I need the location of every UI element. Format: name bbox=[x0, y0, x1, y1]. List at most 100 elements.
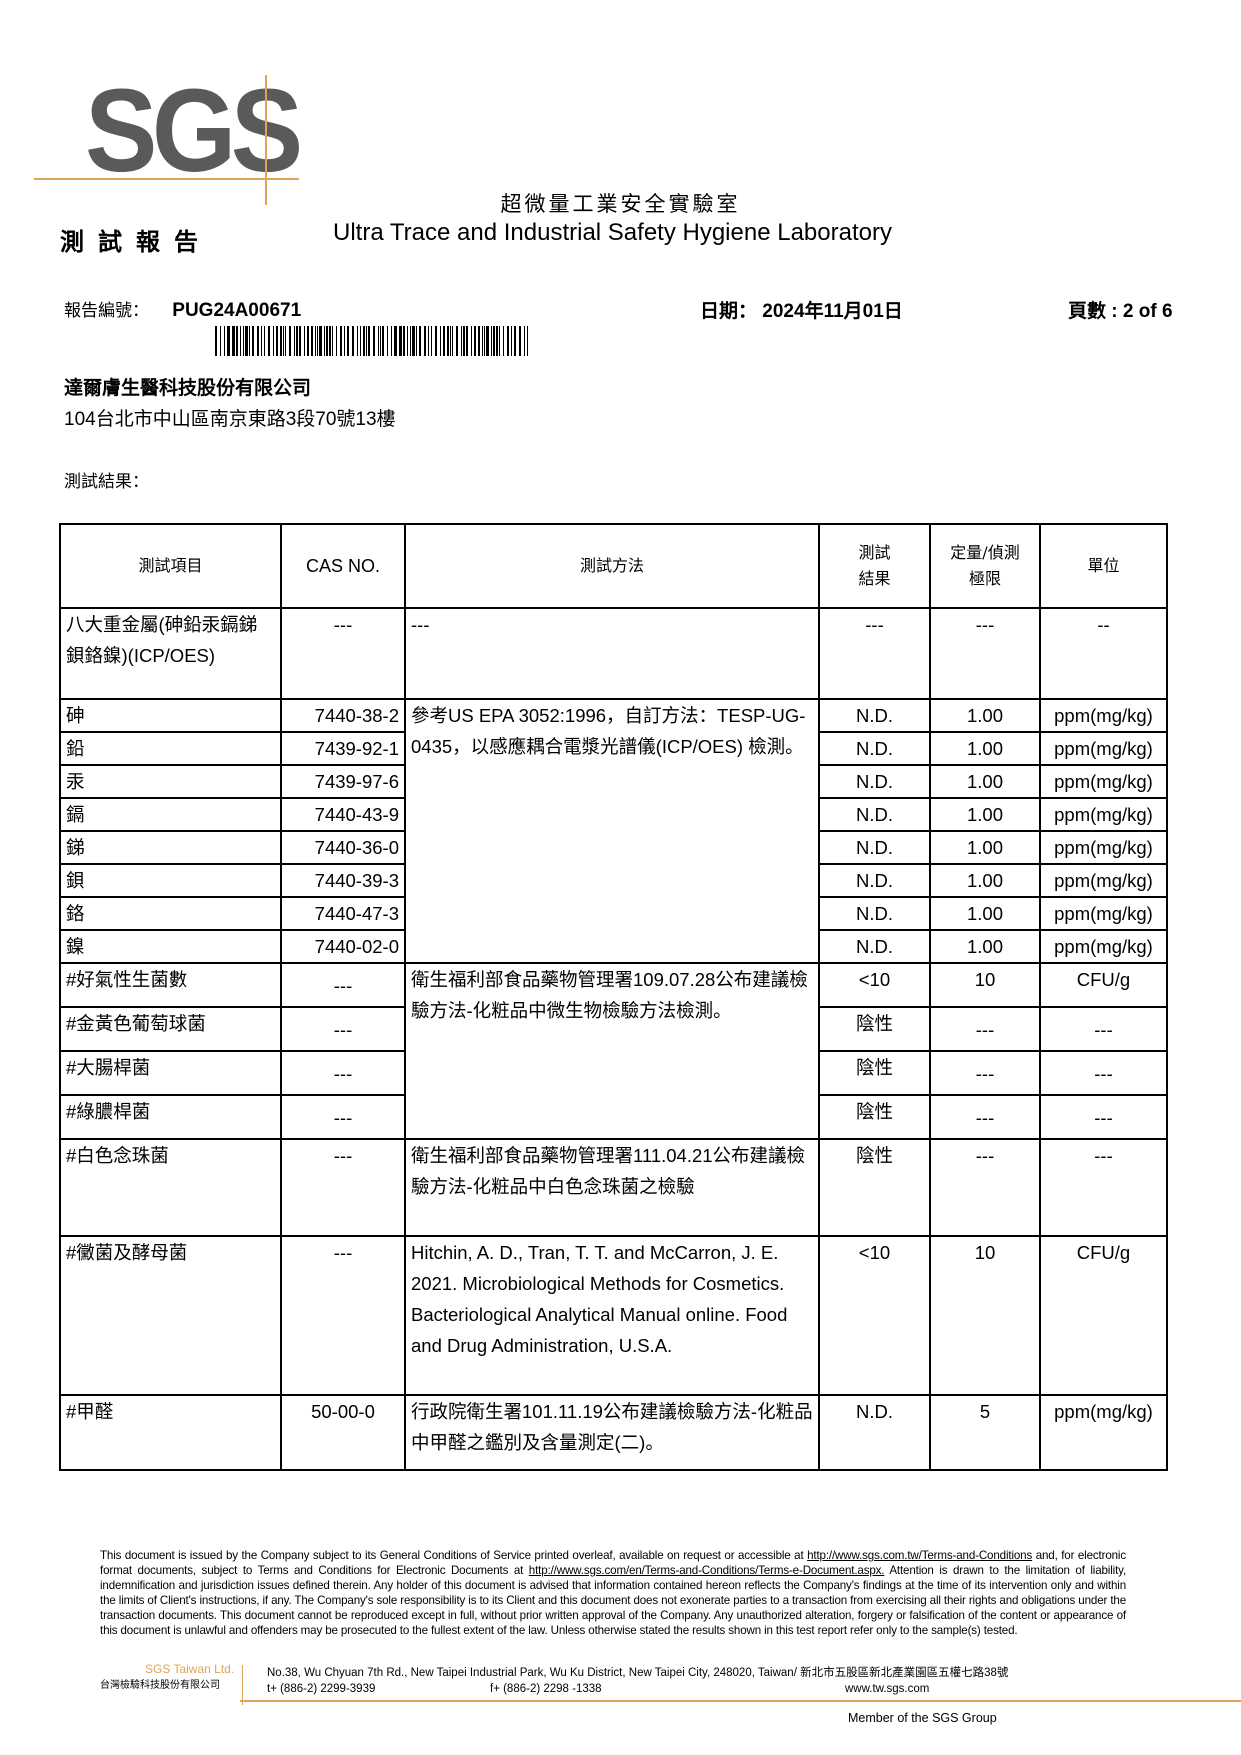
lab-name-cn: 超微量工業安全實驗室 bbox=[500, 192, 741, 216]
cell-item: 鋇 bbox=[59, 863, 282, 898]
cell-cas: 7440-02-0 bbox=[280, 929, 406, 964]
cell-limit: --- bbox=[929, 1094, 1041, 1140]
table-row: #白色念珠菌 --- 衛生福利部食品藥物管理署111.04.21公布建議檢驗方法… bbox=[59, 1138, 1168, 1237]
table-header-row: 測試項目 CAS NO. 測試方法 測試 結果 定量/偵測 極限 單位 bbox=[59, 523, 1168, 609]
cell-unit: ppm(mg/kg) bbox=[1039, 764, 1168, 799]
cell-cas: --- bbox=[280, 1050, 406, 1096]
footer-company-cn: 台灣檢驗科技股份有限公司 bbox=[100, 1680, 220, 1691]
date-value: 2024年11月01日 bbox=[762, 301, 903, 322]
cell-unit: ppm(mg/kg) bbox=[1039, 731, 1168, 766]
table-row: #綠膿桿菌 --- 陰性 --- --- bbox=[59, 1094, 1168, 1140]
cell-limit: 1.00 bbox=[929, 929, 1041, 964]
cell-unit: ppm(mg/kg) bbox=[1039, 896, 1168, 931]
cell-cas: 7440-47-3 bbox=[280, 896, 406, 931]
cell-item: #白色念珠菌 bbox=[59, 1138, 282, 1237]
page-label: 頁數 : bbox=[1068, 301, 1118, 322]
cell-limit: --- bbox=[929, 1050, 1041, 1096]
footer-tel: t+ (886-2) 2299-3939 bbox=[267, 1683, 376, 1695]
cell-result: N.D. bbox=[818, 698, 931, 733]
table-row: 鎘 7440-43-9 N.D. 1.00 ppm(mg/kg) bbox=[59, 797, 1168, 832]
cell-limit: --- bbox=[929, 607, 1041, 700]
table-row: 砷 7440-38-2 參考US EPA 3052:1996，自訂方法：TESP-U… bbox=[59, 698, 1168, 964]
cell-item: 鎳 bbox=[59, 929, 282, 964]
cell-cas: 7439-97-6 bbox=[280, 764, 406, 799]
cell-cas: --- bbox=[280, 607, 406, 700]
cell-unit: ppm(mg/kg) bbox=[1039, 698, 1168, 733]
cell-item: #大腸桿菌 bbox=[59, 1050, 282, 1096]
report-number-value: PUG24A00671 bbox=[172, 300, 302, 321]
cell-limit: 1.00 bbox=[929, 863, 1041, 898]
cell-limit: 1.00 bbox=[929, 830, 1041, 865]
cell-unit: --- bbox=[1039, 1138, 1168, 1237]
cell-limit: 1.00 bbox=[929, 797, 1041, 832]
cell-item: #綠膿桿菌 bbox=[59, 1094, 282, 1140]
cell-result: <10 bbox=[818, 962, 931, 1008]
cell-item: #甲醛 bbox=[59, 1394, 282, 1471]
page-count: 頁數 : 2 of 6 bbox=[1068, 296, 1173, 323]
cell-result: N.D. bbox=[818, 830, 931, 865]
table-row: #黴菌及酵母菌 --- Hitchin, A. D., Tran, T. T. … bbox=[59, 1235, 1168, 1396]
cell-unit: CFU/g bbox=[1039, 962, 1168, 1008]
cell-cas: 7439-92-1 bbox=[280, 731, 406, 766]
cell-cas: 7440-38-2 bbox=[280, 698, 406, 733]
report-number-label: 報告編號： bbox=[64, 301, 149, 321]
cell-method: 行政院衛生署101.11.19公布建議檢驗方法-化粧品中甲醛之鑑別及含量測定(二… bbox=[404, 1394, 820, 1471]
cell-cas: --- bbox=[280, 962, 406, 1008]
results-table: 測試項目 CAS NO. 測試方法 測試 結果 定量/偵測 極限 單位 八大重金屬(… bbox=[59, 523, 1168, 1471]
cell-item: 鎘 bbox=[59, 797, 282, 832]
cell-unit: --- bbox=[1039, 1006, 1168, 1052]
table-row: #甲醛 50-00-0 行政院衛生署101.11.19公布建議檢驗方法-化粧品中… bbox=[59, 1394, 1168, 1471]
cell-limit: 10 bbox=[929, 1235, 1041, 1396]
cell-unit: ppm(mg/kg) bbox=[1039, 1394, 1168, 1471]
cell-method: 參考US EPA 3052:1996，自訂方法：TESP-UG-0435，以感應… bbox=[404, 698, 820, 964]
cell-result: N.D. bbox=[818, 764, 931, 799]
lab-name-en: Ultra Trace and Industrial Safety Hygien… bbox=[333, 219, 892, 246]
cell-limit: 10 bbox=[929, 962, 1041, 1008]
cell-result: N.D. bbox=[818, 797, 931, 832]
cell-item: 八大重金屬(砷鉛汞鎘銻鋇鉻鎳)(ICP/OES) bbox=[59, 607, 282, 700]
cell-unit: ppm(mg/kg) bbox=[1039, 797, 1168, 832]
footer-vertical-rule bbox=[242, 1665, 243, 1705]
date-label: 日期： bbox=[700, 301, 758, 322]
cell-unit: ppm(mg/kg) bbox=[1039, 929, 1168, 964]
sgs-logo: SGS bbox=[85, 65, 303, 197]
cell-limit: 1.00 bbox=[929, 764, 1041, 799]
cell-method: 衛生福利部食品藥物管理署109.07.28公布建議檢驗方法-化粧品中微生物檢驗方… bbox=[404, 962, 820, 1140]
logo-vertical-rule bbox=[265, 75, 267, 205]
barcode bbox=[215, 326, 530, 356]
cell-result: --- bbox=[818, 607, 931, 700]
table-row: #大腸桿菌 --- 陰性 --- --- bbox=[59, 1050, 1168, 1096]
cell-item: 銻 bbox=[59, 830, 282, 865]
client-company: 達爾膚生醫科技股份有限公司 bbox=[64, 378, 312, 399]
header-limit: 定量/偵測 極限 bbox=[929, 523, 1041, 609]
header-result: 測試 結果 bbox=[818, 523, 931, 609]
cell-item: 砷 bbox=[59, 698, 282, 733]
cell-cas: --- bbox=[280, 1235, 406, 1396]
table-row: #好氣性生菌數 --- 衛生福利部食品藥物管理署109.07.28公布建議檢驗方法-… bbox=[59, 962, 1168, 1140]
cell-item: 鉻 bbox=[59, 896, 282, 931]
table-row: 銻 7440-36-0 N.D. 1.00 ppm(mg/kg) bbox=[59, 830, 1168, 865]
table-row: 鉻 7440-47-3 N.D. 1.00 ppm(mg/kg) bbox=[59, 896, 1168, 931]
header-unit: 單位 bbox=[1039, 523, 1168, 609]
cell-unit: --- bbox=[1039, 1094, 1168, 1140]
cell-cas: 7440-43-9 bbox=[280, 797, 406, 832]
page-value: 2 of 6 bbox=[1122, 301, 1173, 322]
footer-address: No.38, Wu Chyuan 7th Rd., New Taipei Ind… bbox=[267, 1667, 1009, 1679]
table-row: 汞 7439-97-6 N.D. 1.00 ppm(mg/kg) bbox=[59, 764, 1168, 799]
cell-limit: --- bbox=[929, 1006, 1041, 1052]
report-title: 測試報告 bbox=[60, 227, 212, 256]
cell-result: N.D. bbox=[818, 863, 931, 898]
cell-item: #黴菌及酵母菌 bbox=[59, 1235, 282, 1396]
cell-unit: -- bbox=[1039, 607, 1168, 700]
cell-result: N.D. bbox=[818, 929, 931, 964]
footer-company-en: SGS Taiwan Ltd. bbox=[145, 1662, 235, 1676]
cell-result: 陰性 bbox=[818, 1050, 931, 1096]
terms-link[interactable]: http://www.sgs.com.tw/Terms-and-Conditio… bbox=[807, 1549, 1033, 1562]
table-row: 鎳 7440-02-0 N.D. 1.00 ppm(mg/kg) bbox=[59, 929, 1168, 964]
table-row: 鉛 7439-92-1 N.D. 1.00 ppm(mg/kg) bbox=[59, 731, 1168, 766]
cell-limit: 1.00 bbox=[929, 698, 1041, 733]
cell-cas: --- bbox=[280, 1094, 406, 1140]
footer-website: www.tw.sgs.com bbox=[845, 1683, 930, 1695]
header-cas: CAS NO. bbox=[280, 523, 406, 609]
e-document-terms-link[interactable]: http://www.sgs.com/en/Terms-and-Conditio… bbox=[528, 1564, 885, 1577]
